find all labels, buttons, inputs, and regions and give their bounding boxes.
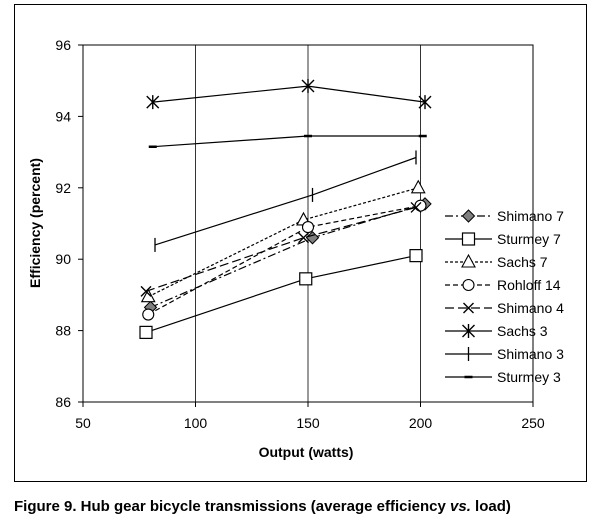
legend-marker-rohloff-14 <box>462 278 475 292</box>
legend-item-sturmey-7: Sturmey 7 <box>445 231 561 247</box>
y-tick-label: 94 <box>55 108 71 124</box>
legend-marker-sturmey-7 <box>461 232 476 246</box>
legend-marker-sachs-3 <box>462 324 475 338</box>
y-tick-label: 96 <box>55 37 71 53</box>
series-line-shimano-3 <box>154 156 417 246</box>
legend-marker-shimano-4 <box>463 302 474 314</box>
x-tick-label: 100 <box>184 415 208 431</box>
plot-area: 50 100 150 200 250 86 88 90 92 94 96 <box>55 37 544 431</box>
x-tick-label: 200 <box>409 415 433 431</box>
data-point-rohloff-14 <box>301 221 315 234</box>
series-shimano-4 <box>140 201 422 297</box>
legend-item-rohloff-14: Rohloff 14 <box>445 277 561 293</box>
legend-label-sachs-7: Sachs 7 <box>497 254 548 270</box>
y-axis-label: Efficiency (percent) <box>27 158 43 288</box>
x-tick-label: 150 <box>296 415 320 431</box>
series-sturmey-3 <box>148 134 427 148</box>
data-point-shimano-4 <box>140 285 152 297</box>
x-tick-label: 50 <box>75 415 91 431</box>
legend-label-shimano-4: Shimano 4 <box>497 300 564 316</box>
series-line-shimano-4 <box>145 206 417 292</box>
legend-label-rohloff-14: Rohloff 14 <box>497 277 561 293</box>
data-point-shimano-4 <box>410 201 422 213</box>
legend-label-shimano-3: Shimano 3 <box>497 346 564 362</box>
y-tick-label: 92 <box>55 180 71 196</box>
data-point-sachs-3 <box>146 95 160 110</box>
series-line-shimano-7 <box>150 203 426 308</box>
legend-item-sachs-7: Sachs 7 <box>445 253 548 270</box>
legend-item-shimano-3: Shimano 3 <box>445 346 564 362</box>
legend: Shimano 7 Sturmey 7 Sachs 7 Rohloff 14 Shima… <box>445 208 564 385</box>
series-rohloff-14 <box>142 199 427 321</box>
legend-item-shimano-4: Shimano 4 <box>445 300 564 316</box>
legend-marker-shimano-7 <box>461 209 476 223</box>
legend-label-shimano-7: Shimano 7 <box>497 208 564 224</box>
data-point-sturmey-7 <box>299 272 313 286</box>
x-tick-label: 250 <box>521 415 545 431</box>
series-sachs-3 <box>146 79 432 110</box>
chart-svg: 50 100 150 200 250 86 88 90 92 94 96 Shimano 7 Stur… <box>27 37 564 460</box>
series-line-sachs-3 <box>152 85 426 103</box>
data-point-sturmey-7 <box>139 325 153 339</box>
legend-label-sturmey-3: Sturmey 3 <box>497 369 561 385</box>
data-point-sachs-3 <box>301 79 315 94</box>
caption-emphasis: vs. <box>450 498 471 515</box>
series-shimano-3 <box>154 150 417 252</box>
data-point-shimano-7 <box>305 231 320 245</box>
y-tick-label: 90 <box>55 251 71 267</box>
data-point-rohloff-14 <box>142 308 155 321</box>
data-point-sachs-3 <box>418 95 432 110</box>
legend-marker-sachs-7 <box>461 253 476 268</box>
legend-item-shimano-7: Shimano 7 <box>445 208 564 224</box>
data-point-shimano-4 <box>298 232 309 244</box>
y-tick-label: 88 <box>55 323 71 339</box>
y-tick-label: 86 <box>55 394 71 410</box>
series-line-rohloff-14 <box>148 205 421 316</box>
legend-item-sachs-3: Sachs 3 <box>445 323 548 339</box>
data-point-sturmey-7 <box>409 249 423 263</box>
series-sturmey-7 <box>139 249 423 339</box>
data-point-sachs-7 <box>140 288 156 303</box>
legend-item-sturmey-3: Sturmey 3 <box>445 369 561 385</box>
series-line-sachs-7 <box>148 187 419 298</box>
caption-suffix: load) <box>470 498 511 515</box>
x-axis-label: Output (watts) <box>259 444 354 460</box>
legend-label-sturmey-7: Sturmey 7 <box>497 231 561 247</box>
data-point-rohloff-14 <box>414 199 427 212</box>
series-line-sturmey-3 <box>152 135 423 148</box>
data-point-sachs-7 <box>410 179 426 194</box>
figure-caption: Figure 9. Hub gear bicycle transmissions… <box>14 498 604 515</box>
caption-prefix: Figure 9. Hub gear bicycle transmissions… <box>14 498 451 515</box>
legend-label-sachs-3: Sachs 3 <box>497 323 548 339</box>
